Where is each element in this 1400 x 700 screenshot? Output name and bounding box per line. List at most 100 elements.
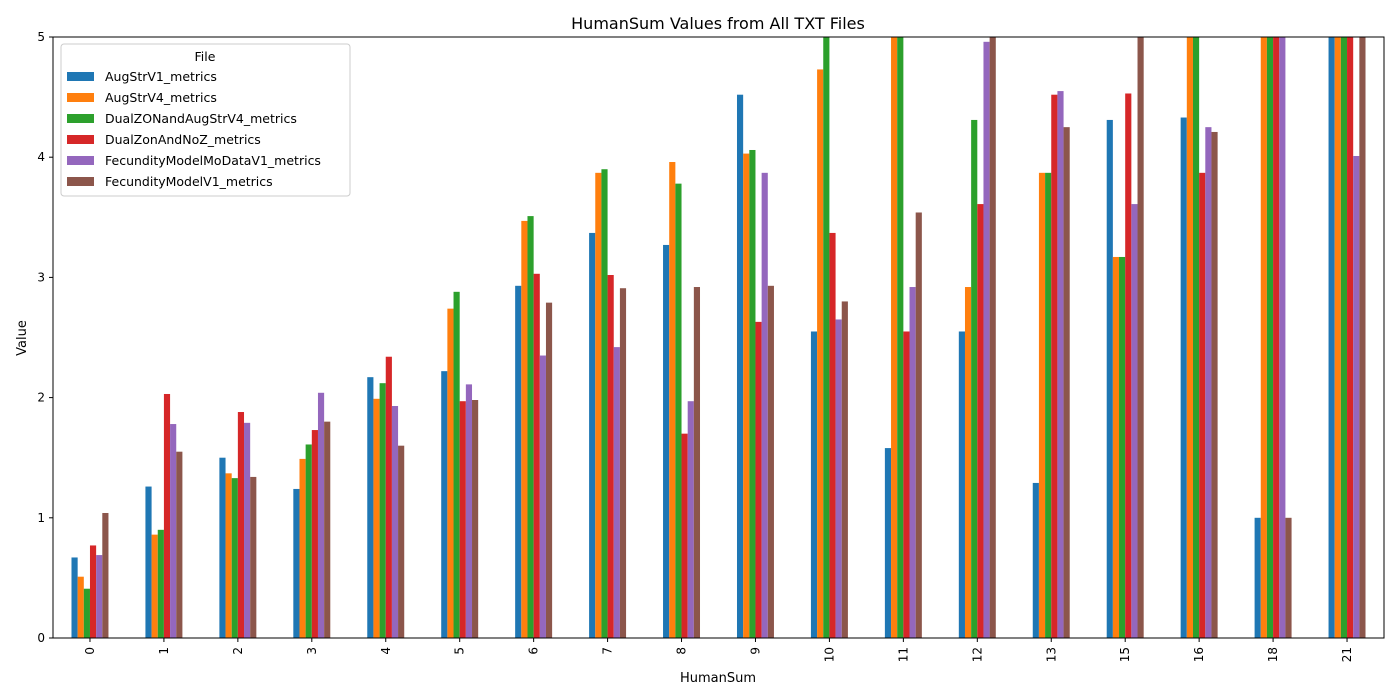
bar	[589, 232, 596, 638]
bar	[675, 183, 682, 638]
bar	[163, 393, 171, 638]
bar	[619, 288, 627, 638]
bar	[1051, 94, 1058, 638]
x-tick-label: 9	[748, 647, 762, 655]
bar	[157, 529, 164, 638]
bar	[1199, 172, 1206, 638]
bar	[515, 285, 522, 638]
chart-title: HumanSum Values from All TXT Files	[571, 14, 865, 33]
legend-label: DualZonAndNoZ_metrics	[105, 132, 261, 147]
bar	[736, 94, 744, 638]
bar	[1192, 37, 1200, 638]
bar	[305, 444, 312, 638]
bar	[96, 555, 103, 638]
x-tick-label: 15	[1118, 647, 1132, 662]
bar	[1180, 117, 1187, 638]
bar	[909, 287, 916, 638]
bar	[102, 512, 109, 638]
bar	[1119, 256, 1126, 638]
bar	[1340, 37, 1348, 638]
bar	[687, 401, 694, 638]
bar	[71, 557, 78, 638]
bar	[989, 37, 996, 638]
bar	[367, 377, 374, 638]
bar	[1112, 256, 1120, 638]
bar	[1254, 517, 1261, 638]
bar	[539, 355, 546, 638]
bar	[767, 285, 774, 638]
bar	[225, 473, 232, 638]
bar	[1211, 131, 1218, 638]
bar	[663, 244, 670, 638]
bar	[1038, 172, 1046, 638]
x-tick-label: 13	[1044, 647, 1058, 662]
bar	[1273, 37, 1280, 638]
x-tick-label: 8	[675, 647, 689, 655]
bar	[170, 424, 177, 638]
bar	[472, 400, 479, 638]
plot-frame	[52, 36, 1385, 639]
bar	[595, 172, 602, 638]
legend-swatch	[67, 114, 94, 123]
bar	[89, 545, 97, 638]
bar	[244, 422, 251, 638]
legend-title: File	[195, 49, 216, 64]
bar	[823, 37, 830, 638]
x-tick-label: 18	[1266, 647, 1280, 662]
legend-label: FecundityModelMoDataV1_metrics	[105, 153, 321, 168]
bar	[971, 119, 978, 638]
y-tick-label: 4	[37, 150, 45, 164]
bar	[1125, 93, 1132, 639]
y-tick-label: 2	[37, 391, 45, 405]
bar	[293, 488, 300, 638]
bar	[884, 448, 892, 638]
bar	[317, 392, 325, 638]
bar	[1260, 37, 1267, 638]
bar	[693, 287, 701, 638]
bar	[915, 212, 922, 639]
bar	[231, 478, 238, 638]
x-tick-label: 0	[83, 647, 97, 655]
bar	[810, 331, 818, 638]
bar	[1266, 37, 1274, 638]
bar	[1186, 37, 1193, 638]
legend-swatch	[67, 93, 94, 102]
x-tick-label: 4	[379, 647, 393, 655]
bar	[755, 321, 762, 638]
bar	[1285, 517, 1292, 638]
bar	[601, 169, 608, 638]
bar	[145, 486, 152, 638]
legend-label: DualZONandAugStrV4_metrics	[105, 111, 297, 126]
bar	[829, 232, 836, 638]
x-tick-label: 11	[896, 647, 910, 662]
bar	[761, 172, 768, 638]
bar	[1347, 37, 1354, 638]
bar	[77, 576, 84, 638]
legend-swatch	[67, 135, 94, 144]
bar	[1359, 37, 1366, 638]
bar	[817, 69, 824, 638]
y-tick-label: 1	[37, 511, 45, 525]
bar	[891, 37, 898, 638]
x-tick-label: 2	[231, 647, 245, 655]
bar	[1045, 172, 1052, 638]
x-tick-label: 10	[822, 647, 836, 662]
legend-label: AugStrV4_metrics	[105, 90, 217, 105]
x-tick-label: 16	[1192, 647, 1206, 662]
bar	[977, 204, 984, 638]
x-tick-label: 7	[601, 647, 615, 655]
bar	[441, 371, 448, 638]
bar	[527, 216, 534, 638]
bar	[250, 476, 257, 638]
legend-swatch	[67, 72, 94, 81]
bar	[1106, 119, 1113, 638]
legend-swatch	[67, 177, 94, 186]
legend-label: FecundityModelV1_metrics	[105, 174, 273, 189]
bar	[521, 220, 528, 638]
bar	[391, 406, 399, 638]
bar	[237, 412, 245, 638]
bar	[151, 534, 158, 638]
bar	[176, 451, 183, 638]
bar	[1279, 37, 1286, 638]
bar	[545, 302, 553, 638]
